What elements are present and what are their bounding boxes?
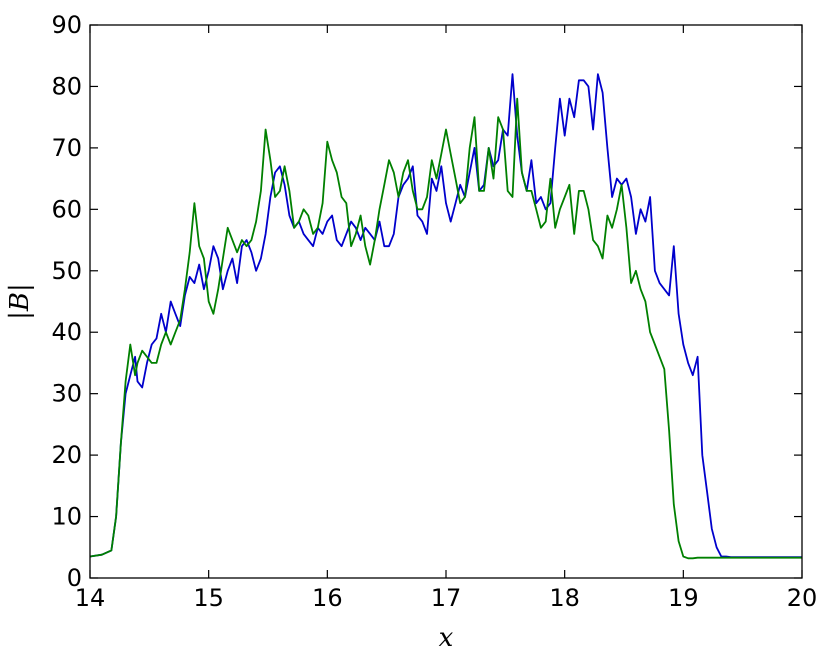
ticks-layer: 14 15 16 17 18 19 20 0 10 20 30 40 50 60 70 80 90: [51, 11, 817, 612]
y-axis-label: |B|: [5, 283, 35, 320]
x-tick-label: 19: [668, 584, 699, 612]
y-tick-label: 50: [51, 257, 82, 285]
x-tick-label: 14: [75, 584, 106, 612]
y-tick-label: 70: [51, 134, 82, 162]
x-tick-label: 15: [193, 584, 224, 612]
series-line-2: [89, 97, 802, 560]
y-tick-label: 40: [51, 318, 82, 346]
y-tick-label: 10: [51, 503, 82, 531]
series-layer: [89, 73, 802, 560]
y-tick-label: 20: [51, 441, 82, 469]
y-tick-label: 60: [51, 195, 82, 223]
y-tick-label: 0: [67, 564, 82, 592]
x-tick-label: 18: [549, 584, 580, 612]
y-tick-label: 90: [51, 11, 82, 39]
x-tick-label: 20: [787, 584, 818, 612]
x-axis-label: x: [439, 623, 454, 653]
plot-frame: [89, 24, 803, 579]
y-tick-label: 80: [51, 72, 82, 100]
series-line-1: [89, 73, 802, 558]
x-tick-label: 16: [312, 584, 343, 612]
y-tick-label: 30: [51, 380, 82, 408]
x-tick-label: 17: [431, 584, 462, 612]
